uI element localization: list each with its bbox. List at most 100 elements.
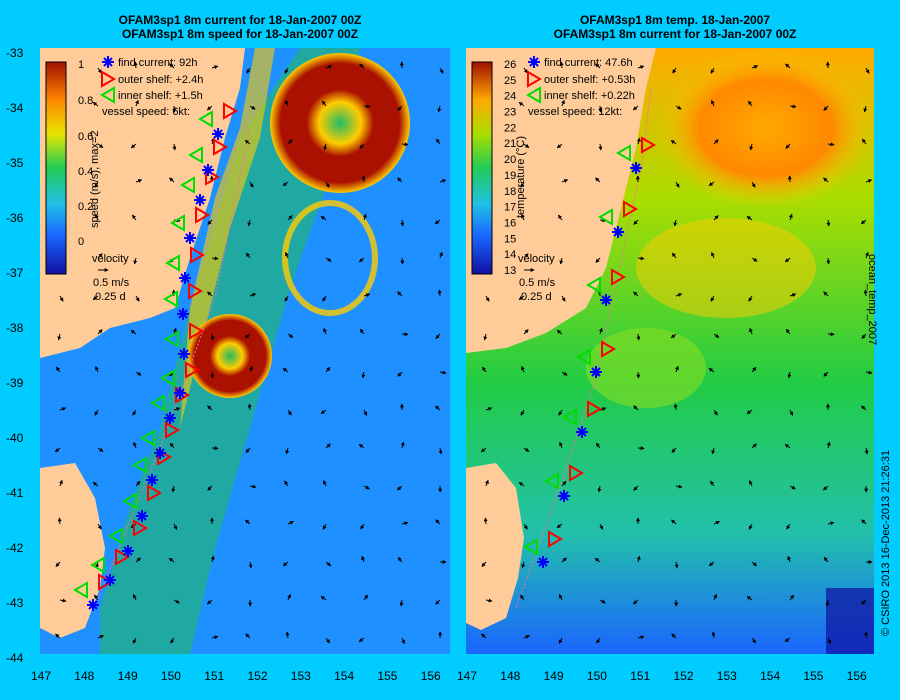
velocity-arrow <box>135 99 139 107</box>
velocity-arrow <box>132 637 137 644</box>
velocity-arrow <box>748 523 753 530</box>
velocity-arrow <box>171 485 176 493</box>
velocity-arrow <box>860 405 867 411</box>
velocity-arrow <box>787 555 792 563</box>
velocity-arrow <box>325 257 332 262</box>
velocity-arrow <box>94 594 99 601</box>
velocity-arrow <box>97 329 103 335</box>
velocity-arrow <box>595 63 601 69</box>
legend-triangle-right-icon <box>101 70 116 88</box>
velocity-arrow <box>207 219 213 225</box>
velocity-arrow <box>282 367 289 373</box>
velocity-arrow <box>787 371 792 379</box>
warm-eddy-north <box>656 48 874 208</box>
velocity-arrow <box>518 481 525 487</box>
find-current-marker <box>178 348 190 360</box>
cb-tick: 14 <box>504 249 516 261</box>
velocity-arrow <box>244 333 251 339</box>
velocity-arrow <box>359 328 365 335</box>
longitude-tick: 148 <box>74 669 95 683</box>
velocity-time: 0.25 d <box>95 291 126 303</box>
inner-shelf-marker <box>198 110 213 128</box>
velocity-arrow <box>711 99 715 107</box>
velocity-arrow <box>523 253 529 259</box>
velocity-arrow <box>169 442 175 449</box>
velocity-arrow <box>674 561 679 569</box>
velocity-arrow <box>483 333 488 341</box>
velocity-arrow <box>246 67 251 74</box>
velocity-arrow <box>865 179 873 183</box>
outer-shelf-marker <box>190 246 205 264</box>
outer-shelf-marker <box>147 484 162 502</box>
legend-asterisk-icon <box>528 56 540 68</box>
velocity-arrow <box>133 257 138 265</box>
velocity-arrow <box>636 555 641 563</box>
velocity-arrow <box>863 105 868 113</box>
velocity-arrow <box>746 215 753 221</box>
velocity-arrow <box>713 333 720 338</box>
velocity-arrow <box>173 599 180 604</box>
velocity-arrow <box>521 365 525 373</box>
velocity-arrow <box>397 105 403 111</box>
velocity-arrow <box>322 479 327 487</box>
velocity-arrow <box>713 139 719 145</box>
inner-shelf-marker <box>122 492 137 510</box>
velocity-arrow <box>785 63 791 69</box>
velocity-arrow <box>598 143 603 151</box>
left-title-line2: OFAM3sp1 8m speed for 18-Jan-2007 00Z <box>121 27 359 41</box>
velocity-arrow <box>785 143 791 149</box>
velocity-arrow <box>789 409 794 416</box>
velocity-arrow <box>827 142 835 147</box>
velocity-arrow <box>523 143 530 148</box>
velocity-arrow <box>439 67 444 74</box>
velocity-arrow <box>633 291 639 297</box>
velocity-arrow <box>558 409 563 416</box>
velocity-arrow <box>823 556 829 563</box>
velocity-label: velocity <box>92 253 129 265</box>
velocity-arrow <box>786 523 791 530</box>
velocity-arrow <box>173 523 178 530</box>
velocity-arrow <box>826 441 831 449</box>
velocity-arrow <box>359 63 365 69</box>
velocity-arrow <box>248 561 253 569</box>
longitude-tick: 147 <box>31 669 52 683</box>
right-title-line1: OFAM3sp1 8m temp. 18-Jan-2007 <box>579 13 771 27</box>
velocity-arrow <box>168 557 175 563</box>
velocity-arrow <box>287 409 292 416</box>
cb-tick: 19 <box>504 170 516 182</box>
velocity-arrow <box>827 521 835 526</box>
velocity-arrow <box>325 65 333 69</box>
right-map-panel[interactable]: 26 25 24 23 22 21 20 19 18 17 16 15 14 13 temperature… <box>466 48 874 654</box>
velocity-arrow <box>558 214 563 221</box>
cb-tick: 16 <box>504 217 516 229</box>
velocity-arrow <box>632 599 639 605</box>
velocity-arrow <box>751 257 758 262</box>
velocity-arrow <box>481 561 487 567</box>
velocity-arrow <box>637 65 645 70</box>
velocity-arrow <box>673 403 678 411</box>
velocity-arrow <box>363 409 368 416</box>
velocity-arrow <box>861 333 867 339</box>
latitude-tick: -40 <box>6 431 24 445</box>
velocity-arrow <box>559 257 564 265</box>
velocity-arrow <box>249 181 254 188</box>
left-map-panel[interactable]: 1 0.8 0.6 0.4 0.2 0 speed (m/s), max=2 f… <box>40 48 450 654</box>
longitude-tick: 148 <box>500 669 521 683</box>
outer-shelf-marker <box>188 282 203 300</box>
velocity-arrow <box>710 295 715 302</box>
velocity-arrow <box>751 561 758 567</box>
velocity-arrow <box>671 447 677 453</box>
velocity-arrow <box>485 407 493 411</box>
find-current-marker <box>184 232 196 244</box>
velocity-arrow <box>595 177 601 183</box>
velocity-arrow <box>863 289 868 297</box>
velocity-arrow <box>751 637 756 644</box>
longitude-tick: 153 <box>716 669 737 683</box>
velocity-arrow <box>826 257 831 265</box>
velocity-arrows <box>480 61 873 645</box>
velocity-arrow <box>864 447 869 455</box>
velocity-arrow <box>320 595 327 601</box>
velocity-arrow <box>439 179 447 183</box>
legend-text: inner shelf: +0.22h <box>544 90 635 102</box>
velocity-arrow <box>210 333 215 341</box>
